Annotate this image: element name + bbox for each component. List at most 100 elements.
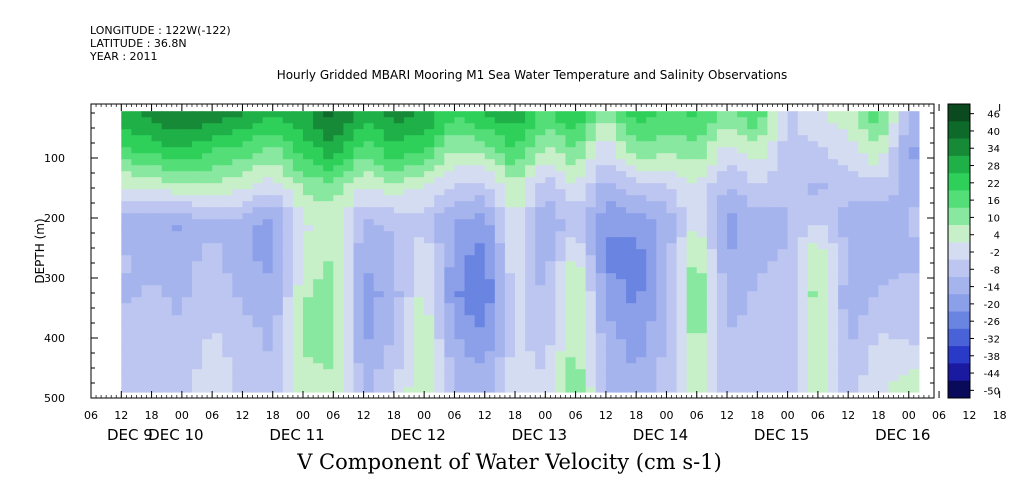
heatmap-cell	[303, 363, 314, 370]
heatmap-cell	[747, 171, 758, 178]
heatmap-cell	[141, 123, 153, 130]
heatmap-cell	[525, 291, 536, 298]
heatmap-cell	[343, 165, 355, 172]
heatmap-cell	[757, 207, 769, 214]
heatmap-cell	[424, 237, 435, 244]
heatmap-cell	[504, 201, 516, 208]
heatmap-cell	[383, 225, 395, 232]
heatmap-cell	[676, 357, 688, 364]
heatmap-cell	[858, 357, 869, 364]
heatmap-cell	[373, 147, 385, 154]
heatmap-cell	[515, 111, 526, 118]
heatmap-cell	[626, 315, 637, 322]
heatmap-cell	[121, 315, 132, 322]
heatmap-cell	[373, 333, 385, 340]
heatmap-cell	[232, 345, 244, 352]
heatmap-cell	[282, 315, 294, 322]
heatmap-cell	[292, 171, 304, 178]
heatmap-cell	[716, 303, 728, 310]
heatmap-cell	[303, 117, 314, 124]
heatmap-cell	[515, 123, 526, 130]
heatmap-cell	[747, 201, 758, 208]
heatmap-cell	[838, 159, 849, 166]
heatmap-cell	[424, 225, 435, 232]
heatmap-cell	[373, 153, 385, 160]
heatmap-cell	[535, 285, 546, 292]
heatmap-cell	[686, 381, 698, 388]
heatmap-cell	[848, 159, 859, 166]
heatmap-cell	[626, 219, 637, 226]
heatmap-cell	[525, 171, 536, 178]
heatmap-cell	[141, 165, 153, 172]
heatmap-cell	[686, 315, 698, 322]
heatmap-cell	[595, 189, 607, 196]
heatmap-cell	[131, 375, 143, 382]
heatmap-cell	[414, 183, 425, 190]
heatmap-cell	[181, 153, 193, 160]
heatmap-cell	[555, 189, 567, 196]
heatmap-cell	[787, 363, 799, 370]
heatmap-cell	[908, 153, 920, 160]
heatmap-cell	[626, 279, 637, 286]
heatmap-cell	[272, 177, 284, 184]
heatmap-cell	[696, 219, 708, 226]
heatmap-cell	[817, 201, 829, 208]
heatmap-cell	[908, 285, 920, 292]
heatmap-cell	[817, 333, 829, 340]
heatmap-cell	[757, 363, 769, 370]
heatmap-cell	[908, 351, 920, 358]
heatmap-cell	[878, 315, 890, 322]
heatmap-cell	[747, 387, 758, 393]
heatmap-cell	[262, 213, 274, 220]
heatmap-cell	[787, 177, 799, 184]
heatmap-cell	[575, 309, 587, 316]
heatmap-cell	[403, 141, 415, 148]
heatmap-cell	[757, 219, 769, 226]
heatmap-cell	[605, 297, 617, 304]
heatmap-cell	[737, 333, 748, 340]
heatmap-cell	[535, 195, 546, 202]
heatmap-cell	[636, 363, 647, 370]
heatmap-cell	[555, 381, 567, 388]
heatmap-cell	[868, 351, 880, 358]
heatmap-cell	[686, 375, 698, 382]
heatmap-cell	[525, 249, 536, 256]
heatmap-cell	[646, 351, 657, 358]
heatmap-cell	[212, 117, 223, 124]
heatmap-cell	[787, 249, 799, 256]
heatmap-cell	[737, 345, 748, 352]
heatmap-cell	[343, 153, 355, 160]
heatmap-cell	[737, 297, 748, 304]
heatmap-cell	[525, 231, 536, 238]
heatmap-cell	[565, 315, 577, 322]
heatmap-cell	[666, 327, 678, 334]
heatmap-cell	[757, 123, 769, 130]
heatmap-cell	[575, 177, 587, 184]
heatmap-cell	[615, 153, 627, 160]
heatmap-cell	[191, 375, 203, 382]
heatmap-cell	[161, 381, 173, 388]
heatmap-cell	[383, 117, 395, 124]
heatmap-cell	[595, 243, 607, 250]
heatmap-cell	[676, 159, 688, 166]
heatmap-cell	[414, 387, 425, 393]
heatmap-cell	[767, 237, 779, 244]
heatmap-cell	[504, 213, 516, 220]
heatmap-cell	[353, 273, 365, 280]
heatmap-cell	[292, 261, 304, 268]
heatmap-cell	[747, 159, 758, 166]
heatmap-cell	[838, 195, 849, 202]
heatmap-cell	[595, 129, 607, 136]
heatmap-cell	[151, 381, 163, 388]
heatmap-cell	[757, 195, 769, 202]
heatmap-cell	[898, 267, 910, 274]
heatmap-cell	[605, 189, 617, 196]
heatmap-cell	[727, 207, 738, 214]
heatmap-cell	[777, 303, 789, 310]
heatmap-cell	[484, 321, 496, 328]
heatmap-cell	[292, 327, 304, 334]
heatmap-cell	[777, 381, 789, 388]
heatmap-cell	[797, 135, 809, 142]
heatmap-cell	[898, 315, 910, 322]
heatmap-cell	[898, 249, 910, 256]
